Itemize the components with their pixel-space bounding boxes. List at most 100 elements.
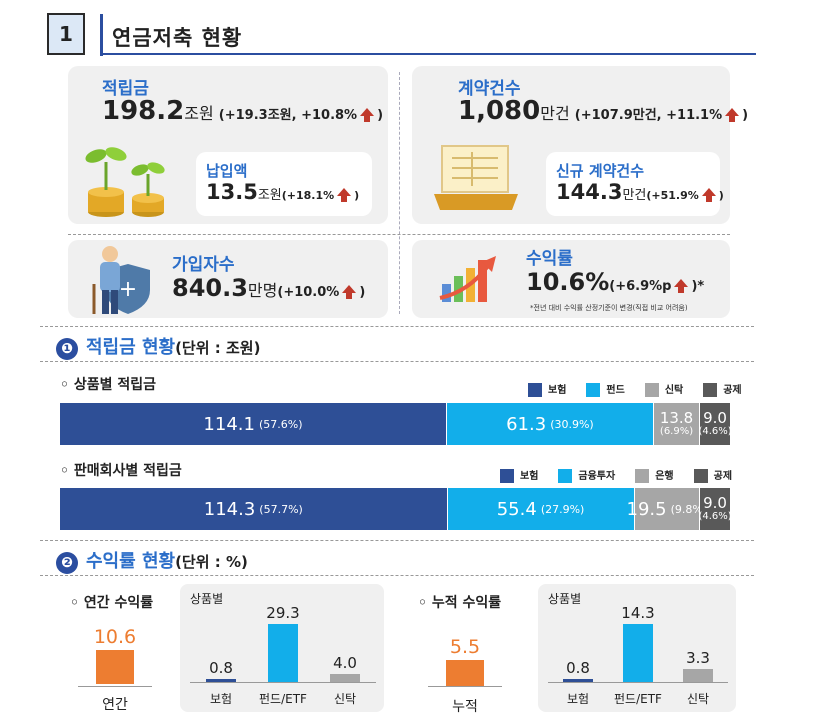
by-product-segment-0: 114.1 (57.6%) <box>60 403 446 445</box>
cumulative-by-product-chart: 0.8 14.3 3.3 <box>548 600 728 682</box>
up-arrow-icon <box>342 285 357 299</box>
annual-total-label: 연간 <box>102 697 128 713</box>
by-seller-title: ◦ 판매회사별 적립금 <box>60 463 182 479</box>
cumulative-value-label: 0.8 <box>566 658 590 677</box>
cumulative-bar-2 <box>683 668 713 682</box>
by-product-segment-value: 114.1 <box>203 413 255 435</box>
payment-value: 13.5 <box>206 180 258 204</box>
by-product-title: ◦ 상품별 적립금 <box>60 377 156 393</box>
by-seller-legend: 보험 금융투자 은행 공제 <box>500 467 732 483</box>
up-arrow-icon <box>701 188 716 202</box>
by-product-segment-pct: (6.9%) <box>659 425 694 437</box>
up-arrow-icon <box>674 279 689 293</box>
reserve-value: 198.2 <box>102 96 185 126</box>
subscribers-label: 가입자수 <box>172 255 235 275</box>
section-number-box: 1 <box>47 13 85 55</box>
subscribers-delta: (+10.0% <box>277 285 340 300</box>
cumulative-total-baseline <box>428 686 502 687</box>
annual-bar-1 <box>268 624 298 682</box>
new-contracts-subcard <box>546 152 720 216</box>
by-product-segment-value: 13.8 <box>659 408 694 427</box>
cumulative-total-label: 누적 <box>452 699 478 715</box>
by-seller-segment-0: 114.3 (57.7%) <box>60 488 447 530</box>
annual-return-title: ◦ 연간 수익률 <box>70 595 154 611</box>
reserve-delta-end: ) <box>377 108 384 123</box>
by-seller-segment-value: 19.5 <box>626 498 667 520</box>
by-product-legend: 보험 펀드 신탁 공제 <box>528 381 742 397</box>
up-arrow-icon <box>337 188 352 202</box>
contract-document-icon <box>434 145 518 210</box>
section2-title-text: 수익률 현황 <box>86 551 176 572</box>
svg-text:+: + <box>119 277 137 302</box>
by-seller-segment-3: 9.0 (4.6%) <box>698 488 732 530</box>
annual-category-label: 신탁 <box>333 692 357 706</box>
by-product-segment-pct: (57.6%) <box>258 417 303 431</box>
annual-value-label: 29.3 <box>266 604 300 622</box>
annual-total-bar <box>96 650 134 684</box>
annual-category-labels: 보험 펀드/ETF 신탁 <box>190 690 376 706</box>
payment-unit: 조원 <box>257 188 282 203</box>
return-delta: (+6.9%p <box>609 279 672 294</box>
up-arrow-icon <box>360 108 375 122</box>
payment-subcard <box>196 152 372 216</box>
by-seller-stacked-bar: 114.3 (57.7%) 55.4 (27.9%) 19.5 (9.8%) 9.0 (4.6… <box>60 488 732 530</box>
reserve-label: 적립금 <box>102 79 149 99</box>
section1-top-rule <box>40 326 754 327</box>
annual-value-label: 0.8 <box>209 659 233 677</box>
section2-unit-note: (단위 : %) <box>175 553 248 571</box>
by-seller-segment-1: 55.4 (27.9%) <box>446 488 634 530</box>
annual-by-product-chart: 0.8 29.3 4.0 <box>190 600 376 682</box>
subscribers-figure: 840.3만명(+10.0%) <box>172 274 365 302</box>
payment-delta-end: ) <box>354 189 360 202</box>
by-product-segment-value: 9.0 <box>703 408 727 427</box>
return-value: 10.6% <box>526 268 610 296</box>
legend-item-insurance: 보험 <box>500 467 538 483</box>
section1-unit-note: (단위 : 조원) <box>175 339 261 357</box>
cumulative-total-bar <box>446 660 484 686</box>
contracts-value: 1,080 <box>458 96 541 126</box>
contracts-unit: 만건 <box>540 104 570 123</box>
summary-divider-vertical <box>399 72 400 314</box>
new-contracts-value: 144.3 <box>556 180 623 204</box>
elderly-shield-icon: + <box>92 246 150 314</box>
header-divider-bar <box>100 14 103 56</box>
by-product-segment-2: 13.8 (6.9%) <box>652 403 700 445</box>
cumulative-value-label: 3.3 <box>686 648 710 667</box>
cumulative-category-label: 신탁 <box>686 692 710 706</box>
reserve-unit: 조원 <box>184 104 214 123</box>
new-contracts-delta: (+51.9% <box>646 189 699 202</box>
cumulative-category-label: 보험 <box>566 692 590 706</box>
new-contracts-label: 신규 계약건수 <box>556 162 645 180</box>
section1-title: ❶ 적립금 현황(단위 : 조원) <box>56 333 260 360</box>
new-contracts-delta-end: ) <box>718 189 724 202</box>
legend-item-fund: 펀드 <box>586 381 625 397</box>
by-product-segment-3: 9.0 (4.6%) <box>698 403 732 445</box>
by-seller-segment-value: 55.4 <box>496 498 537 520</box>
by-product-segment-1: 61.3 (30.9%) <box>445 403 653 445</box>
annual-value-label: 4.0 <box>333 654 357 673</box>
section2-title: ❷ 수익률 현황(단위 : %) <box>56 547 248 574</box>
header-underline <box>100 53 756 55</box>
by-product-segment-value: 61.3 <box>506 413 547 435</box>
subscribers-value: 840.3 <box>172 274 248 302</box>
by-product-stacked-bar: 114.1 (57.6%) 61.3 (30.9%) 13.8 (6.9%) 9.0 (4.6… <box>60 403 732 445</box>
annual-chart-baseline <box>190 682 376 683</box>
cumulative-return-title: ◦ 누적 수익률 <box>418 595 502 611</box>
subscribers-delta-end: ) <box>359 285 366 300</box>
section2-number: ❷ <box>56 552 78 574</box>
annual-category-label: 펀드/ETF <box>259 692 307 706</box>
cumulative-value-label: 14.3 <box>621 604 655 622</box>
new-contracts-unit: 만건 <box>622 188 647 203</box>
contracts-label: 계약건수 <box>458 79 521 99</box>
cumulative-bar-0 <box>563 678 593 682</box>
section1-bottom-rule <box>40 361 754 362</box>
return-label: 수익률 <box>526 249 573 269</box>
cumulative-category-label: 펀드/ETF <box>614 692 662 706</box>
annual-bar-2 <box>330 674 360 682</box>
contracts-delta-end: ) <box>742 108 749 123</box>
section2-bottom-rule <box>40 575 754 576</box>
reserve-delta: (+19.3조원, +10.8% <box>218 108 358 123</box>
section1-title-text: 적립금 현황 <box>86 337 176 358</box>
annual-total-value: 10.6 <box>93 626 137 648</box>
annual-total-baseline <box>78 686 152 687</box>
